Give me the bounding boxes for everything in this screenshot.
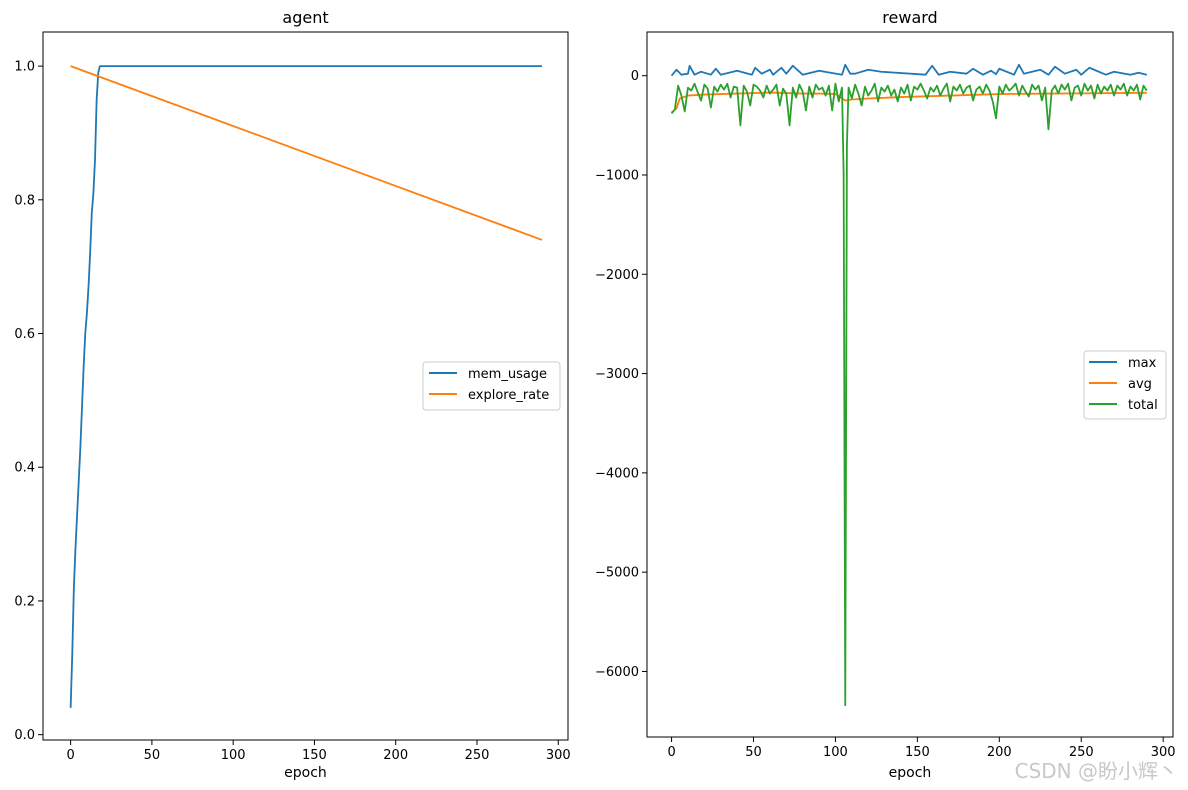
agent-y-tick-label: 1.0	[14, 60, 35, 75]
reward-y-tick-label: −4000	[595, 466, 639, 481]
legend-label-mem-usage: mem_usage	[468, 367, 547, 382]
reward-x-tick-label: 200	[987, 745, 1012, 760]
reward-y-tick-label: −6000	[595, 665, 639, 680]
reward-x-tick-label: 300	[1151, 745, 1176, 760]
reward-y-tick-label: −1000	[595, 168, 639, 183]
agent-legend: mem_usage explore_rate	[422, 361, 561, 411]
reward-series-lines	[670, 63, 1148, 707]
agent-series-mem-usage-line	[69, 65, 542, 708]
agent-x-tick-label: 100	[221, 748, 246, 763]
reward-legend: max avg total	[1083, 350, 1167, 420]
legend-label-max: max	[1128, 356, 1157, 371]
reward-x-tick-label: 50	[745, 745, 762, 760]
legend-label-explore-rate: explore_rate	[468, 388, 549, 403]
reward-series-total-line	[670, 82, 1148, 707]
agent-series-explore-rate-line	[70, 65, 543, 241]
agent-x-tick-label: 150	[302, 748, 327, 763]
reward-y-tick-label: −3000	[595, 367, 639, 382]
reward-x-axis-label: epoch	[889, 765, 932, 781]
agent-y-tick-label: 0.0	[14, 728, 35, 743]
agent-x-tick-label: 50	[144, 748, 161, 763]
reward-x-tick-label: 250	[1069, 745, 1094, 760]
agent-y-tick-label: 0.8	[14, 193, 35, 208]
agent-chart-title: agent	[282, 8, 328, 27]
agent-axis-ticks: 0 50 100 150 200 250 300 0.0 0.2 0.4 0.6 0.8 1.0	[14, 60, 570, 763]
reward-x-tick-label: 0	[667, 745, 675, 760]
agent-x-tick-label: 200	[383, 748, 408, 763]
agent-y-tick-label: 0.4	[14, 461, 35, 476]
agent-y-tick-label: 0.2	[14, 594, 35, 609]
agent-legend-box	[422, 361, 561, 411]
legend-label-avg: avg	[1128, 377, 1152, 392]
watermark-text: CSDN @盼小辉丶	[1015, 759, 1178, 783]
reward-y-tick-label: −5000	[595, 566, 639, 581]
agent-y-tick-label: 0.6	[14, 327, 35, 342]
legend-label-total: total	[1128, 398, 1158, 413]
reward-chart-title: reward	[882, 8, 937, 27]
agent-x-tick-label: 250	[465, 748, 490, 763]
reward-chart: reward epoch 0 50 100 150 200 250 300 0 −1000 −20…	[595, 8, 1176, 781]
agent-series-lines	[69, 65, 543, 708]
reward-y-tick-label: −2000	[595, 268, 639, 283]
reward-y-tick-label: 0	[631, 69, 639, 84]
reward-axis-ticks: 0 50 100 150 200 250 300 0 −1000 −2000 −3000 −4000 −…	[595, 69, 1176, 760]
agent-chart: agent epoch 0 50 100 150 200 250 3000.00.20.40…	[14, 8, 570, 781]
agent-x-tick-label: 0	[66, 748, 74, 763]
reward-legend-box	[1083, 350, 1167, 420]
agent-x-axis-label: epoch	[284, 765, 327, 781]
agent-x-tick-label: 300	[546, 748, 571, 763]
reward-x-tick-label: 100	[823, 745, 848, 760]
reward-x-tick-label: 150	[905, 745, 930, 760]
reward-series-max-line	[670, 63, 1147, 77]
